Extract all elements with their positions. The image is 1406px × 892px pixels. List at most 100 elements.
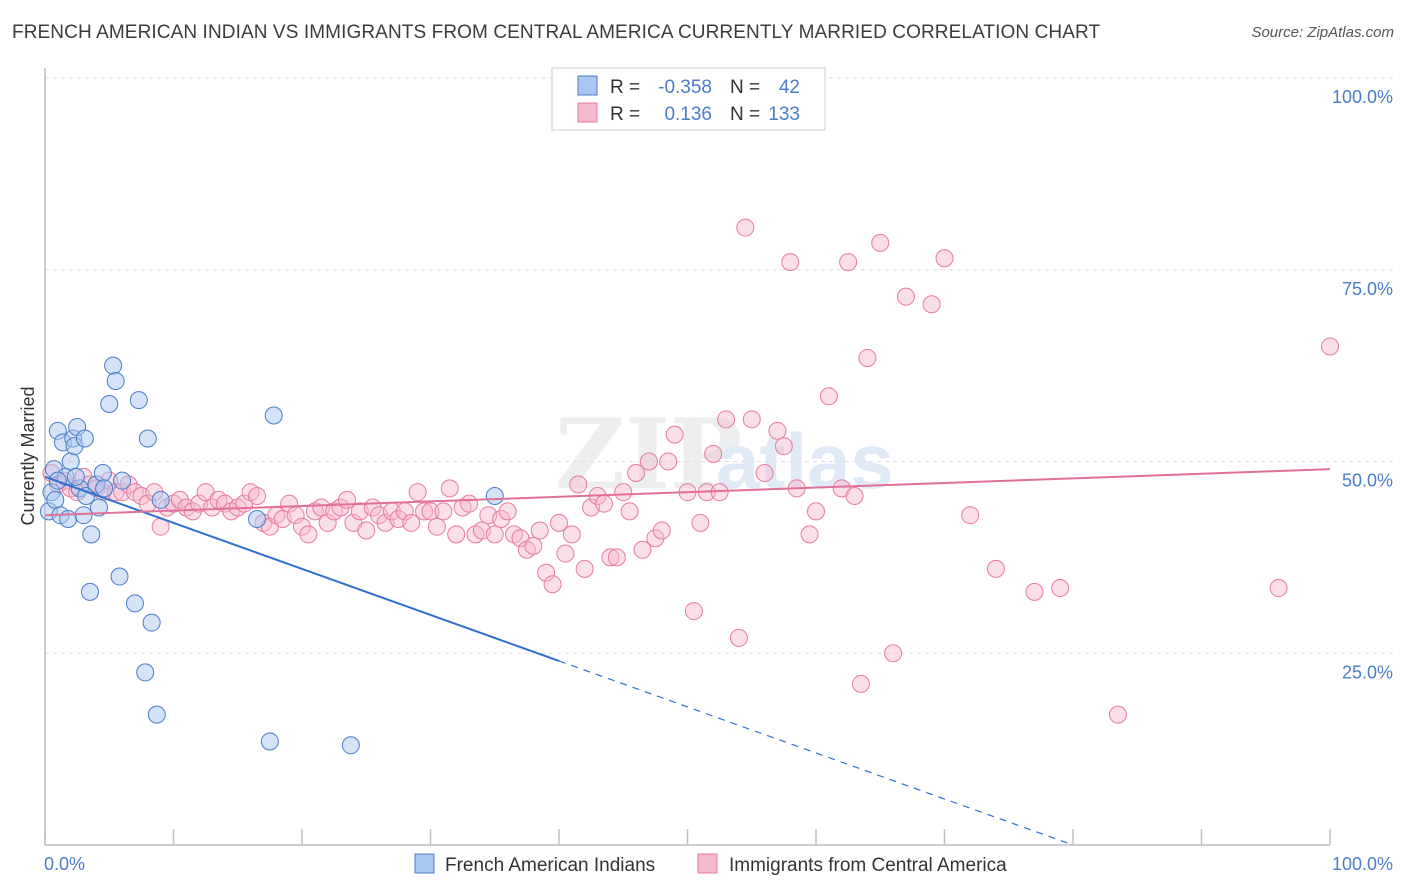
data-point-blue (77, 487, 96, 506)
data-point-pink (530, 521, 549, 540)
bottom-legend-swatch-blue (414, 853, 435, 874)
data-point-pink (639, 452, 658, 471)
data-point-blue (89, 498, 108, 517)
y-tick-label: 100.0% (1332, 87, 1393, 107)
trend-line-blue (44, 475, 560, 662)
bottom-legend-label-blue: French American Indians (445, 855, 655, 876)
data-point-pink (1321, 337, 1339, 356)
trend-line-pink (44, 468, 1331, 517)
data-point-pink (871, 233, 890, 252)
y-tick-label: 75.0% (1342, 279, 1393, 299)
data-point-blue (66, 467, 85, 486)
data-point-pink (819, 387, 838, 406)
series-blue-points (39, 356, 504, 755)
data-point-blue (100, 394, 119, 413)
data-point-blue (46, 490, 65, 509)
legend-r-label: R = (610, 104, 640, 125)
data-point-pink (280, 494, 299, 513)
data-point-blue (136, 663, 155, 682)
data-point-pink (800, 525, 819, 544)
data-point-pink (742, 410, 761, 429)
data-point-blue (61, 452, 80, 471)
data-point-blue (75, 429, 94, 448)
data-point-blue (110, 567, 129, 586)
data-point-pink (627, 464, 646, 483)
data-point-pink (293, 517, 311, 536)
data-point-blue (264, 406, 283, 425)
data-point-pink (248, 487, 267, 506)
data-point-pink (357, 521, 376, 540)
data-point-blue (74, 506, 93, 525)
data-point-pink (768, 421, 787, 440)
legend-r-label: R = (610, 77, 640, 98)
data-point-pink (665, 425, 684, 444)
trend-lines (44, 468, 1331, 846)
data-point-pink (961, 506, 980, 525)
data-point-pink (646, 529, 665, 548)
data-point-pink (498, 502, 517, 521)
data-point-pink (704, 444, 723, 463)
legend-swatch-blue (577, 75, 598, 96)
data-point-blue (341, 736, 360, 755)
data-point-pink (633, 540, 652, 559)
data-point-pink (575, 559, 594, 578)
y-tick-label: 50.0% (1342, 471, 1393, 491)
data-point-pink (935, 249, 954, 268)
data-point-blue (151, 490, 170, 509)
data-point-pink (485, 525, 504, 544)
data-point-pink (807, 502, 825, 521)
data-point-blue (80, 582, 99, 601)
data-point-pink (415, 502, 434, 521)
x-tick-labels: 0.0% 100.0% (44, 854, 1393, 874)
data-point-blue (82, 525, 101, 544)
data-point-pink (460, 494, 479, 513)
data-point-blue (113, 471, 132, 490)
data-point-pink (851, 674, 870, 693)
data-point-pink (550, 513, 568, 532)
chart-title: FRENCH AMERICAN INDIAN VS IMMIGRANTS FRO… (12, 22, 1101, 43)
data-point-pink (884, 644, 903, 663)
data-point-blue (104, 356, 123, 375)
data-point-pink (569, 475, 588, 494)
data-point-pink (896, 287, 915, 306)
legend-n-value: 133 (768, 104, 800, 125)
trend-line-blue-extension (558, 660, 1074, 846)
data-point-pink (524, 536, 543, 555)
data-point-pink (684, 602, 703, 621)
data-point-pink (299, 525, 318, 544)
x-ticks (44, 829, 1331, 845)
data-point-pink (601, 548, 620, 567)
data-point-pink (318, 513, 337, 532)
data-point-pink (537, 563, 556, 582)
data-point-pink (774, 437, 793, 456)
y-tick-label: 25.0% (1342, 662, 1393, 682)
source-label: Source: ZipAtlas.com (1251, 24, 1394, 41)
data-point-pink (427, 517, 446, 536)
data-point-pink (562, 525, 581, 544)
legend-n-value: 42 (779, 77, 800, 98)
data-point-blue (59, 510, 78, 529)
data-point-blue (129, 391, 148, 410)
data-point-pink (659, 452, 678, 471)
data-point-pink (543, 575, 562, 594)
data-point-pink (781, 253, 800, 272)
data-point-pink (858, 348, 877, 367)
data-point-pink (402, 513, 421, 532)
data-point-pink (1108, 705, 1127, 724)
data-point-pink (717, 410, 736, 429)
x-tick-label: 100.0% (1332, 854, 1393, 874)
data-point-pink (729, 628, 748, 647)
data-point-blue (142, 613, 161, 632)
data-point-pink (736, 218, 755, 237)
data-point-blue (147, 705, 166, 724)
data-point-pink (755, 464, 774, 483)
data-point-pink (607, 548, 626, 567)
data-point-pink (440, 479, 459, 498)
data-point-pink (594, 494, 613, 513)
data-point-blue (138, 429, 157, 448)
data-point-pink (170, 490, 189, 509)
data-point-pink (845, 487, 864, 506)
data-point-pink (421, 502, 440, 521)
legend-r-value: -0.358 (658, 77, 712, 98)
data-point-pink (986, 559, 1005, 578)
